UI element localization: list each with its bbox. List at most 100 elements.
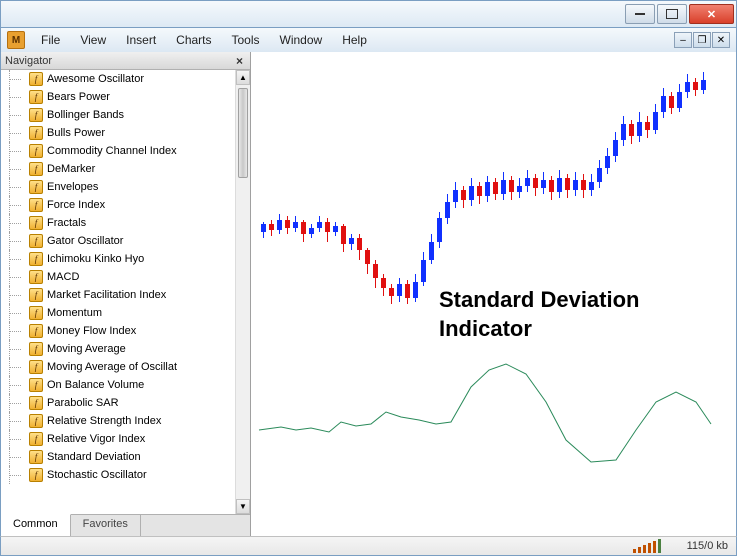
indicator-label: On Balance Volume bbox=[47, 379, 144, 391]
status-rate: 115/0 kb bbox=[687, 540, 728, 552]
indicator-icon: f bbox=[29, 360, 43, 374]
indicator-label: Momentum bbox=[47, 307, 102, 319]
menu-window[interactable]: Window bbox=[270, 30, 333, 50]
indicator-item[interactable]: f On Balance Volume bbox=[1, 376, 235, 394]
indicator-item[interactable]: f Standard Deviation bbox=[1, 448, 235, 466]
menu-tools[interactable]: Tools bbox=[222, 30, 270, 50]
indicator-label: DeMarker bbox=[47, 163, 95, 175]
indicator-item[interactable]: f Money Flow Index bbox=[1, 322, 235, 340]
indicator-item[interactable]: fFractals bbox=[1, 214, 235, 232]
client-area: Navigator × f Awesome Oscillator f Bears Po… bbox=[0, 52, 737, 536]
menu-bar: M FileViewInsertChartsToolsWindowHelp – … bbox=[0, 28, 737, 52]
navigator-panel: Navigator × f Awesome Oscillator f Bears Po… bbox=[1, 52, 251, 536]
indicator-icon: f bbox=[29, 252, 43, 266]
indicator-icon: f bbox=[29, 198, 43, 212]
navigator-title: Navigator bbox=[5, 55, 52, 67]
indicator-item[interactable]: f Bollinger Bands bbox=[1, 106, 235, 124]
indicator-item[interactable]: fGator Oscillator bbox=[1, 232, 235, 250]
scroll-up-icon[interactable]: ▲ bbox=[236, 70, 250, 85]
indicator-item[interactable]: f DeMarker bbox=[1, 160, 235, 178]
mdi-restore-button[interactable]: ❐ bbox=[693, 32, 711, 48]
app-icon: M bbox=[7, 31, 25, 49]
navigator-tabs: CommonFavorites bbox=[1, 514, 250, 536]
indicator-item[interactable]: f Stochastic Oscillator bbox=[1, 466, 235, 484]
indicator-item[interactable]: f Bulls Power bbox=[1, 124, 235, 142]
indicator-icon: f bbox=[29, 270, 43, 284]
scroll-down-icon[interactable]: ▼ bbox=[236, 499, 250, 514]
indicator-icon: f bbox=[29, 450, 43, 464]
window-maximize-button[interactable] bbox=[657, 4, 687, 24]
indicator-icon: f bbox=[29, 90, 43, 104]
indicator-item[interactable]: f MACD bbox=[1, 268, 235, 286]
status-bar: 115/0 kb bbox=[0, 536, 737, 556]
mdi-close-button[interactable]: ✕ bbox=[712, 32, 730, 48]
indicator-item[interactable]: f Relative Vigor Index bbox=[1, 430, 235, 448]
indicator-label: MACD bbox=[47, 271, 79, 283]
indicator-item[interactable]: f Commodity Channel Index bbox=[1, 142, 235, 160]
indicator-label: Envelopes bbox=[47, 181, 98, 193]
indicator-icon: f bbox=[29, 288, 43, 302]
indicator-label: Force Index bbox=[47, 199, 105, 211]
mdi-minimize-button[interactable]: – bbox=[674, 32, 692, 48]
indicator-icon: f bbox=[29, 432, 43, 446]
window-titlebar: ✕ bbox=[0, 0, 737, 28]
indicator-label: Bears Power bbox=[47, 91, 110, 103]
indicator-item[interactable]: fParabolic SAR bbox=[1, 394, 235, 412]
menu-insert[interactable]: Insert bbox=[116, 30, 166, 50]
navigator-tab-favorites[interactable]: Favorites bbox=[71, 515, 141, 536]
indicator-item[interactable]: fMomentum bbox=[1, 304, 235, 322]
indicator-label: Relative Strength Index bbox=[47, 415, 161, 427]
indicator-item[interactable]: fMarket Facilitation Index bbox=[1, 286, 235, 304]
menu-help[interactable]: Help bbox=[332, 30, 377, 50]
indicator-label: Bollinger Bands bbox=[47, 109, 124, 121]
indicator-item[interactable]: f Moving Average of Oscillat bbox=[1, 358, 235, 376]
overlay-line1: Standard Deviation bbox=[439, 286, 639, 315]
chart-area[interactable]: Standard Deviation Indicator bbox=[251, 52, 736, 536]
navigator-titlebar: Navigator × bbox=[1, 52, 250, 70]
indicator-icon: f bbox=[29, 378, 43, 392]
indicator-label: Fractals bbox=[47, 217, 86, 229]
indicator-icon: f bbox=[29, 144, 43, 158]
indicator-icon: f bbox=[29, 342, 43, 356]
indicator-label: Commodity Channel Index bbox=[47, 145, 177, 157]
overlay-label: Standard Deviation Indicator bbox=[439, 286, 639, 343]
indicator-item[interactable]: f Moving Average bbox=[1, 340, 235, 358]
window-minimize-button[interactable] bbox=[625, 4, 655, 24]
indicator-label: Ichimoku Kinko Hyo bbox=[47, 253, 144, 265]
menu-view[interactable]: View bbox=[70, 30, 116, 50]
indicator-item[interactable]: fEnvelopes bbox=[1, 178, 235, 196]
indicator-item[interactable]: f Relative Strength Index bbox=[1, 412, 235, 430]
navigator-list: f Awesome Oscillator f Bears Power f Bollinge… bbox=[1, 70, 250, 514]
indicator-icon: f bbox=[29, 162, 43, 176]
indicator-icon: f bbox=[29, 234, 43, 248]
indicator-label: Awesome Oscillator bbox=[47, 73, 144, 85]
indicator-label: Moving Average of Oscillat bbox=[47, 361, 177, 373]
window-close-button[interactable]: ✕ bbox=[689, 4, 734, 24]
indicator-label: Money Flow Index bbox=[47, 325, 136, 337]
scroll-thumb[interactable] bbox=[238, 88, 248, 178]
indicator-label: Moving Average bbox=[47, 343, 126, 355]
navigator-tab-common[interactable]: Common bbox=[1, 514, 71, 536]
mdi-controls: – ❐ ✕ bbox=[674, 32, 730, 48]
indicator-icon: f bbox=[29, 414, 43, 428]
indicator-label: Stochastic Oscillator bbox=[47, 469, 147, 481]
indicator-icon: f bbox=[29, 324, 43, 338]
indicator-label: Parabolic SAR bbox=[47, 397, 119, 409]
indicator-item[interactable]: f Bears Power bbox=[1, 88, 235, 106]
overlay-line2: Indicator bbox=[439, 315, 639, 344]
indicator-icon: f bbox=[29, 126, 43, 140]
indicator-label: Bulls Power bbox=[47, 127, 105, 139]
navigator-scrollbar[interactable]: ▲ ▼ bbox=[235, 70, 250, 514]
indicator-item[interactable]: f Ichimoku Kinko Hyo bbox=[1, 250, 235, 268]
indicator-icon: f bbox=[29, 468, 43, 482]
menu-charts[interactable]: Charts bbox=[166, 30, 221, 50]
indicator-item[interactable]: f Awesome Oscillator bbox=[1, 70, 235, 88]
indicator-icon: f bbox=[29, 108, 43, 122]
indicator-label: Standard Deviation bbox=[47, 451, 141, 463]
navigator-close-icon[interactable]: × bbox=[233, 54, 246, 68]
menu-file[interactable]: File bbox=[31, 30, 70, 50]
connection-icon bbox=[633, 539, 673, 553]
indicator-icon: f bbox=[29, 72, 43, 86]
indicator-item[interactable]: f Force Index bbox=[1, 196, 235, 214]
indicator-label: Relative Vigor Index bbox=[47, 433, 145, 445]
